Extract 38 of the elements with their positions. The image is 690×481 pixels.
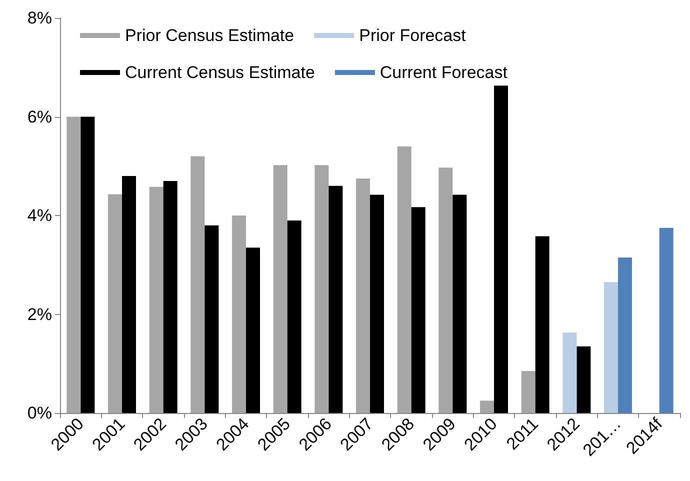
- y-tick-label: 2%: [27, 304, 52, 324]
- y-tick-label: 8%: [27, 8, 52, 28]
- bar: [494, 86, 508, 413]
- y-tick-label: 4%: [27, 206, 52, 225]
- bar: [66, 116, 81, 413]
- bar: [411, 207, 426, 413]
- bar: [163, 180, 178, 413]
- bar: [273, 165, 288, 413]
- bar: [480, 400, 494, 413]
- bar: [576, 346, 591, 413]
- bar: [328, 186, 343, 413]
- bar: [618, 257, 632, 413]
- y-tick-label: 6%: [27, 107, 52, 126]
- bar: [356, 178, 370, 413]
- legend-label: Current Forecast: [380, 63, 508, 82]
- y-tick-label: 0%: [27, 404, 52, 422]
- legend-label: Prior Forecast: [359, 26, 466, 45]
- legend-label: Prior Census Estimate: [125, 26, 294, 45]
- bar: [659, 228, 674, 413]
- bar: [80, 116, 95, 413]
- bar: [204, 225, 219, 413]
- bar: [232, 216, 246, 413]
- bar: [452, 194, 467, 413]
- bar: [149, 186, 164, 413]
- bar: [604, 282, 618, 413]
- bar: [562, 332, 577, 413]
- bar: [370, 194, 384, 413]
- bar: [108, 194, 122, 413]
- bar: [438, 168, 453, 413]
- bar: [397, 146, 412, 413]
- bar: [287, 220, 302, 413]
- bar: [122, 176, 136, 413]
- bar: [246, 248, 260, 413]
- bar: [190, 156, 205, 413]
- bar: [521, 371, 536, 413]
- bar: [314, 165, 329, 413]
- legend-label: Current Census Estimate: [125, 63, 315, 82]
- bar: [535, 236, 550, 413]
